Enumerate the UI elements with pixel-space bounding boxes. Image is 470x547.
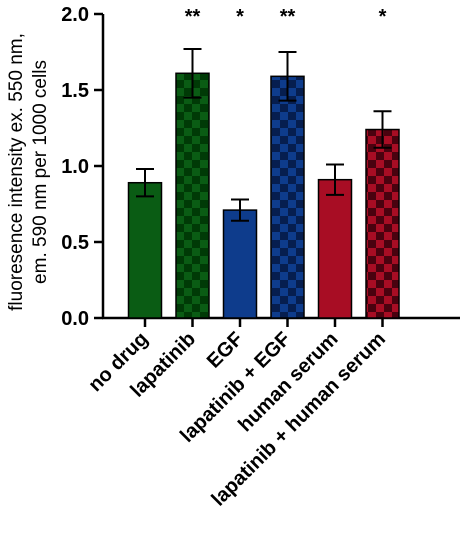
significance-marker: * (379, 6, 387, 28)
bar-no-drug (127, 181, 163, 319)
bar-egf (222, 209, 258, 319)
bar-lapatinib (175, 72, 210, 319)
y-tick-label: 0.5 (61, 232, 89, 254)
significance-marker: ** (185, 6, 201, 28)
y-tick-label: 1.5 (61, 80, 89, 102)
significance-marker: * (236, 6, 244, 28)
bar-human-serum (317, 178, 353, 319)
y-tick-label: 0.0 (61, 308, 89, 330)
significance-marker: ** (280, 6, 296, 28)
y-tick-label: 2.0 (61, 4, 89, 26)
bar-lapatinib-human-serum (365, 128, 400, 319)
y-tick-label: 1.0 (61, 156, 89, 178)
y-axis-title-line1: fluoresence intensity ex. 550 nm, (6, 33, 27, 311)
y-axis-title-line2: em. 590 nm per 1000 cells (30, 60, 51, 284)
bar-lapatinib-egf (270, 75, 305, 319)
